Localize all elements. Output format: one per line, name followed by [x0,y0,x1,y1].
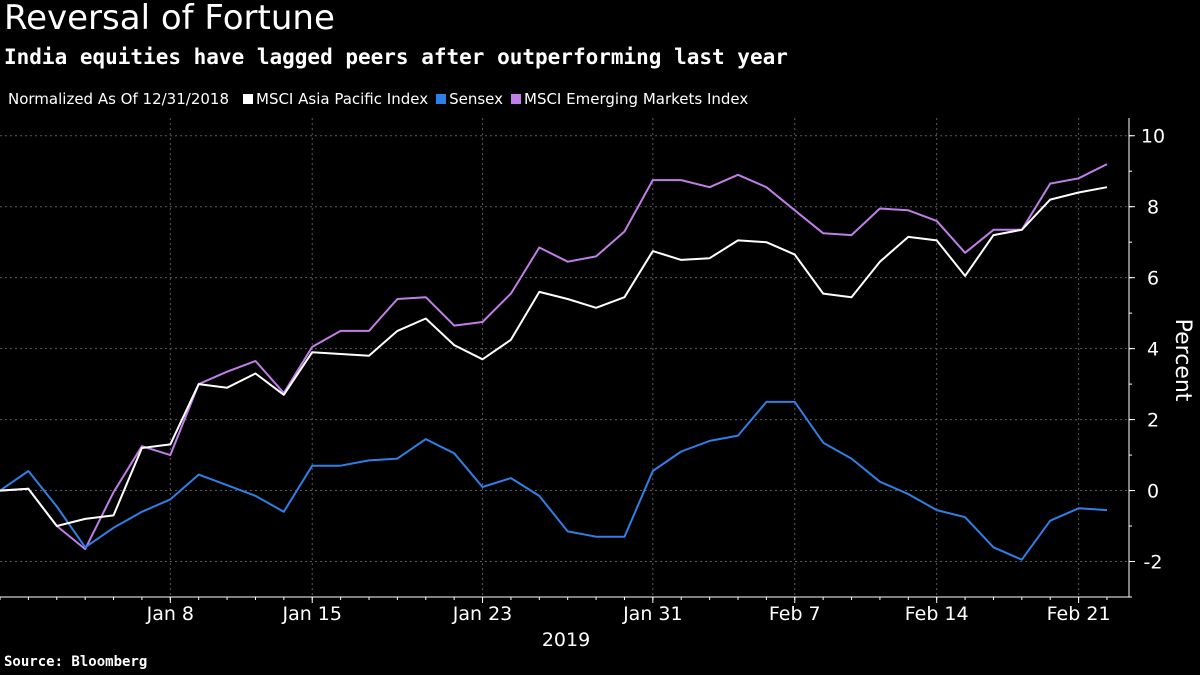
legend-label-sensex: Sensex [449,90,503,108]
series-line-msci-asia-pacific [0,186,1108,527]
legend: Normalized As Of 12/31/2018 MSCI Asia Pa… [8,90,756,108]
x-tick-label: Jan 8 [146,603,194,625]
y-tick-label: 10 [1141,126,1165,148]
legend-label-msci-asia-pacific: MSCI Asia Pacific Index [256,90,429,108]
x-tick-label: Jan 31 [622,603,683,625]
axis-labels: -2 0 2 4 6 8 10 Jan 8 Jan 15 Jan 23 Jan 31 Feb 7 Feb… [146,126,1195,651]
y-tick-label: 6 [1147,268,1159,290]
chart-title: Reversal of Fortune [4,0,335,38]
x-tick-label: Jan 23 [452,603,513,625]
x-tick-label: Feb 14 [905,603,969,625]
source-note: Source: Bloomberg [4,654,148,670]
legend-swatch-msci-asia-pacific [243,94,253,104]
y-tick-label: 8 [1147,197,1159,219]
legend-item-sensex[interactable]: Sensex [436,90,503,108]
series-lines [0,163,1108,561]
y-tick-label: -2 [1144,552,1163,574]
y-tick-label: 2 [1147,410,1159,432]
x-tick-label: Feb 7 [769,603,821,625]
series-line-msci-emerging-markets [0,163,1108,551]
legend-item-msci-emerging-markets[interactable]: MSCI Emerging Markets Index [511,90,748,108]
axes [0,118,1135,603]
legend-normalization-note: Normalized As Of 12/31/2018 [8,90,229,108]
chart-subtitle: India equities have lagged peers after o… [4,45,788,69]
legend-swatch-msci-emerging-markets [511,94,521,104]
series-line-sensex [0,400,1108,561]
legend-item-msci-asia-pacific[interactable]: MSCI Asia Pacific Index [243,90,428,108]
legend-swatch-sensex [436,94,447,104]
y-tick-label: 4 [1147,339,1159,361]
x-tick-label: Feb 21 [1047,603,1111,625]
x-axis-year-label: 2019 [542,629,590,651]
legend-label-msci-emerging-markets: MSCI Emerging Markets Index [524,90,749,108]
gridlines [0,118,1129,597]
y-axis-title: Percent [1170,319,1195,402]
y-tick-label: 0 [1147,481,1159,503]
x-tick-label: Jan 15 [281,603,342,625]
